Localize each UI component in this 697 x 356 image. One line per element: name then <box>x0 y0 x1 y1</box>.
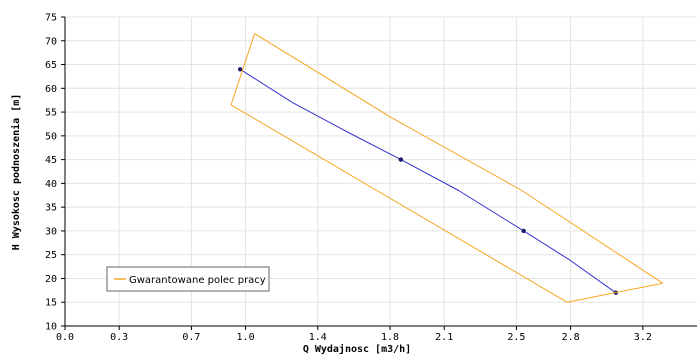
legend: Gwarantowane polec pracy <box>106 266 270 292</box>
y-tick-label: 70 <box>45 36 57 47</box>
legend-box <box>106 266 270 292</box>
x-tick-label: 2.1 <box>435 332 453 343</box>
x-tick-labels: 0.0 0.3 0.7 1.0 1.4 1.8 2.1 2.5 2.8 3.2 <box>56 332 652 343</box>
pump-curve-line <box>239 68 616 294</box>
x-tick-label: 2.8 <box>562 332 580 343</box>
y-tick-label: 10 <box>45 322 57 333</box>
x-tick-label: 1.8 <box>381 332 399 343</box>
y-axis-title: H Wysokosc podnoszenia [m] <box>10 94 22 251</box>
y-tick-label: 75 <box>45 13 57 24</box>
axes <box>61 16 697 330</box>
x-tick-label: 0.0 <box>56 332 74 343</box>
y-tick-label: 50 <box>45 131 57 142</box>
y-tick-label: 25 <box>45 250 57 261</box>
operating-envelope-line <box>230 33 664 303</box>
x-axis-title: Q Wydajnosc [m3/h] <box>303 343 411 355</box>
legend-label: Gwarantowane polec pracy <box>129 275 266 286</box>
x-tick-label: 3.2 <box>634 332 652 343</box>
y-tick-label: 20 <box>45 274 57 285</box>
x-tick-label: 2.5 <box>507 332 525 343</box>
y-tick-label: 40 <box>45 179 57 190</box>
curve-point <box>237 67 243 72</box>
y-tick-label: 65 <box>45 60 57 71</box>
y-tick-label: 35 <box>45 203 57 214</box>
y-tick-label: 60 <box>45 84 57 95</box>
curve-point <box>521 228 526 234</box>
curve-point <box>398 157 404 162</box>
y-tick-label: 30 <box>45 226 57 237</box>
y-tick-label: 45 <box>45 155 57 166</box>
y-tick-label: 15 <box>45 298 57 309</box>
y-tick-label: 55 <box>45 108 57 119</box>
x-tick-label: 0.3 <box>110 332 128 343</box>
x-tick-label: 1.0 <box>237 332 255 343</box>
y-tick-labels: 10 15 20 25 30 35 40 45 50 55 60 65 70 75 <box>45 13 57 333</box>
x-tick-label: 0.7 <box>182 332 200 343</box>
series-layer <box>230 33 664 303</box>
x-tick-label: 1.4 <box>309 332 327 343</box>
grid-lines <box>65 16 697 326</box>
